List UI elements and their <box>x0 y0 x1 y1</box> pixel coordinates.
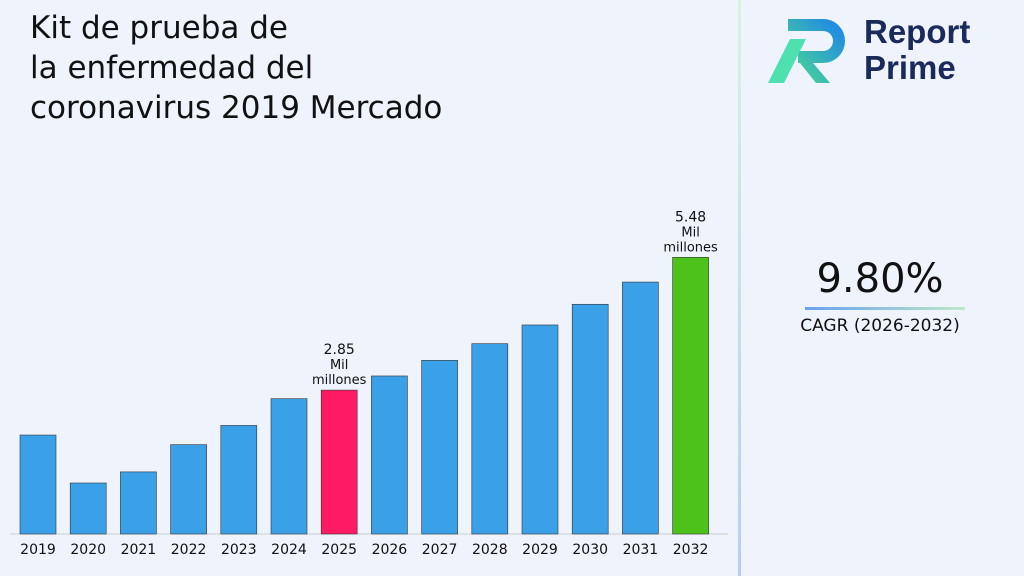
report-prime-logo: Report Prime <box>768 14 970 86</box>
x-tick-label: 2027 <box>422 542 458 558</box>
divider <box>738 0 741 576</box>
bar-2022 <box>170 444 207 535</box>
x-tick-label: 2026 <box>372 542 408 558</box>
x-tick-label: 2031 <box>623 542 659 558</box>
cagr-label: CAGR (2026-2032) <box>800 316 960 336</box>
cagr-underline <box>805 307 965 310</box>
x-tick-label: 2025 <box>321 542 357 558</box>
bar-2019 <box>19 434 57 535</box>
bar-2026 <box>371 375 408 535</box>
bar-2032 <box>672 257 709 535</box>
bar-2031 <box>622 281 659 535</box>
logo-text-prime: Prime <box>864 49 956 86</box>
data-label-2032: 5.48 Mil millones <box>663 209 718 255</box>
x-tick-label: 2030 <box>572 542 608 558</box>
bar-2029 <box>521 324 559 535</box>
x-tick-label: 2029 <box>522 542 558 558</box>
x-tick-label: 2028 <box>472 542 508 558</box>
chart-title: Kit de prueba de la enfermedad del coron… <box>30 10 443 126</box>
bar-2020 <box>69 482 107 535</box>
data-label-2025: 2.85 Mil millones <box>312 342 367 388</box>
bar-2027 <box>421 360 458 535</box>
logo-icon <box>768 19 845 83</box>
x-tick-label: 2020 <box>70 542 106 558</box>
x-tick-label: 2022 <box>171 542 207 558</box>
cagr-value: 9.80% <box>816 256 944 302</box>
x-tick-label: 2021 <box>121 542 157 558</box>
bar-2024 <box>270 398 308 535</box>
x-tick-label: 2032 <box>673 542 709 558</box>
x-tick-label: 2019 <box>20 542 56 558</box>
bar-2028 <box>471 343 509 535</box>
bar-2021 <box>120 471 157 535</box>
bar-2025 <box>320 389 358 535</box>
logo-text-report: Report <box>864 13 971 50</box>
x-tick-label: 2024 <box>271 542 307 558</box>
bar-chart: 2019 2020 2021 2022 2023 2024 2025 2.85 Mil millo… <box>10 209 728 558</box>
bar-2030 <box>571 303 609 535</box>
x-tick-label: 2023 <box>221 542 257 558</box>
bar-2023 <box>220 425 258 535</box>
